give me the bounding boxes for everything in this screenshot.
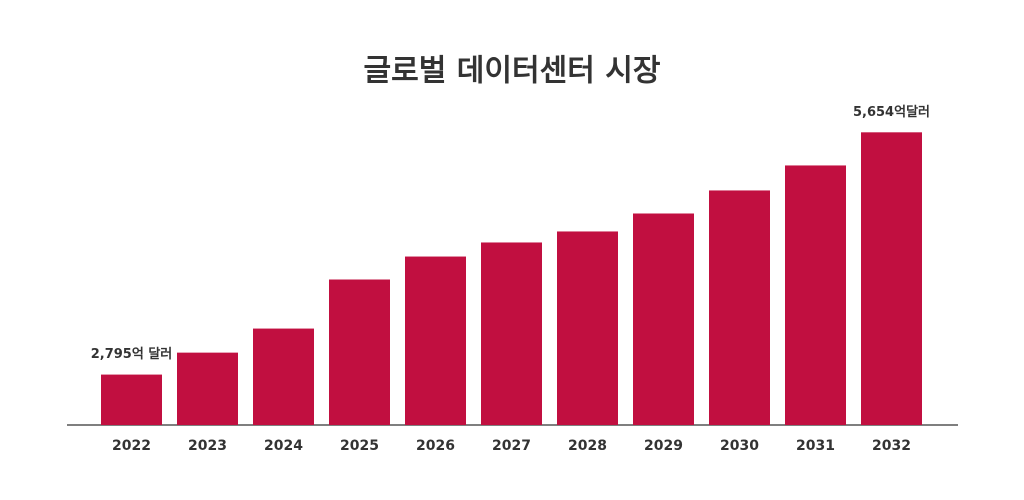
x-tick-label: 2030 (720, 438, 759, 454)
x-tick-label: 2024 (264, 438, 303, 454)
bar (557, 231, 618, 425)
bar (861, 132, 922, 425)
bar (405, 256, 466, 425)
bar (329, 279, 390, 425)
value-label: 5,654억달러 (853, 104, 930, 120)
chart-title: 글로벌 데이터센터 시장 (364, 54, 661, 89)
x-tick-label: 2026 (416, 438, 455, 454)
x-tick-label: 2028 (568, 438, 607, 454)
x-tick-label: 2022 (112, 438, 151, 454)
x-tick-label: 2032 (872, 438, 911, 454)
x-tick-label: 2029 (644, 438, 683, 454)
x-tick-label: 2027 (492, 438, 531, 454)
bar (253, 328, 314, 425)
value-label: 2,795억 달러 (91, 346, 173, 362)
bar (481, 242, 542, 425)
x-tick-label: 2023 (188, 438, 227, 454)
bar (633, 213, 694, 425)
bar (177, 352, 238, 425)
x-tick-label: 2031 (796, 438, 835, 454)
bar (785, 165, 846, 425)
bar (709, 190, 770, 425)
bar (101, 374, 162, 425)
x-tick-label: 2025 (340, 438, 379, 454)
